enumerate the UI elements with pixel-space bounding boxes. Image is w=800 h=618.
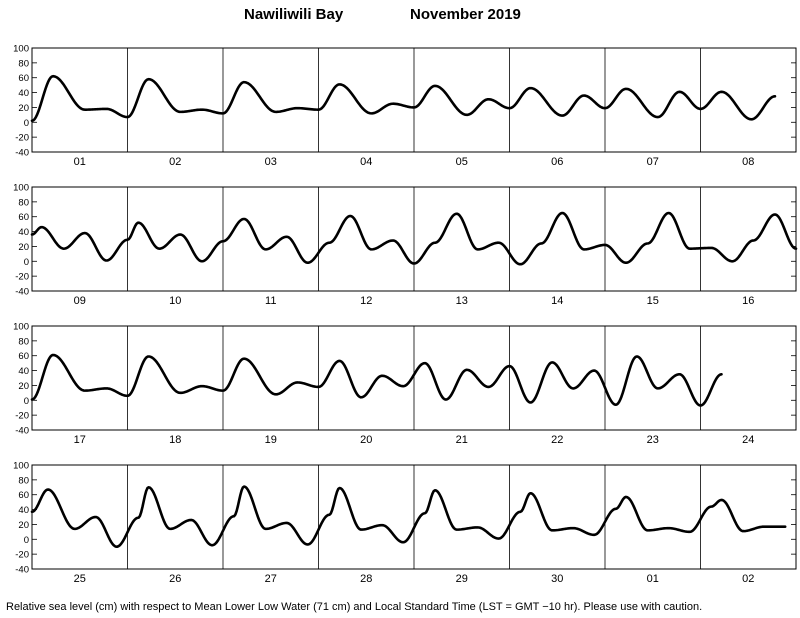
day-label: 06 — [551, 156, 563, 168]
y-tick-label: -40 — [15, 287, 29, 298]
day-label: 27 — [265, 573, 277, 585]
y-tick-label: 0 — [24, 257, 29, 268]
day-label: 14 — [551, 295, 563, 307]
y-tick-label: 20 — [18, 520, 29, 531]
y-tick-label: -40 — [15, 148, 29, 159]
tide-curve — [30, 353, 723, 407]
day-label: 07 — [647, 156, 659, 168]
y-tick-label: -20 — [15, 133, 29, 144]
y-tick-label: 100 — [13, 44, 29, 55]
y-tick-label: 40 — [18, 366, 29, 377]
y-tick-label: 100 — [13, 461, 29, 472]
y-tick-label: 80 — [18, 58, 29, 69]
y-tick-label: 40 — [18, 88, 29, 99]
day-label: 20 — [360, 434, 372, 446]
chart-panel-1: -40 -20 0 20 40 60 80 100 01 02 03 04 05 06 07 08 — [13, 44, 797, 168]
y-tick-label: -40 — [15, 426, 29, 437]
day-label: 26 — [169, 573, 181, 585]
footnote: Relative sea level (cm) with respect to … — [6, 601, 703, 613]
day-label: 18 — [169, 434, 181, 446]
y-tick-label: 40 — [18, 227, 29, 238]
y-tick-label: 0 — [24, 396, 29, 407]
day-label: 03 — [265, 156, 277, 168]
day-label: 29 — [456, 573, 468, 585]
y-tick-label: -20 — [15, 411, 29, 422]
y-tick-label: 60 — [18, 212, 29, 223]
day-label: 30 — [551, 573, 563, 585]
day-label: 10 — [169, 295, 181, 307]
day-label: 16 — [742, 295, 754, 307]
chart-title-month: November 2019 — [410, 6, 521, 23]
day-label: 19 — [265, 434, 277, 446]
day-label: 28 — [360, 573, 372, 585]
chart-panel-3: -40 -20 0 20 40 60 80 100 17 18 19 20 21 22 23 24 — [13, 322, 797, 446]
tide-curve — [30, 211, 798, 266]
y-tick-label: -20 — [15, 272, 29, 283]
day-label: 22 — [551, 434, 563, 446]
chart-panel-4: -40 -20 0 20 40 60 80 100 25 26 27 28 29 30 01 02 — [13, 461, 797, 585]
y-tick-label: 100 — [13, 183, 29, 194]
y-tick-label: 80 — [18, 336, 29, 347]
day-label: 02 — [169, 156, 181, 168]
y-tick-label: 40 — [18, 505, 29, 516]
day-label: 17 — [74, 434, 86, 446]
day-label: 13 — [456, 295, 468, 307]
y-tick-label: -40 — [15, 565, 29, 576]
y-tick-label: 100 — [13, 322, 29, 333]
y-tick-label: 0 — [24, 535, 29, 546]
day-label: 02 — [742, 573, 754, 585]
y-tick-label: 60 — [18, 490, 29, 501]
day-label: 05 — [456, 156, 468, 168]
y-tick-label: 80 — [18, 197, 29, 208]
day-label: 01 — [647, 573, 659, 585]
y-tick-label: 20 — [18, 381, 29, 392]
y-tick-label: 20 — [18, 103, 29, 114]
y-tick-label: 20 — [18, 242, 29, 253]
y-tick-label: 60 — [18, 351, 29, 362]
chart-panel-2: -40 -20 0 20 40 60 80 100 09 10 11 12 13 14 15 16 — [13, 183, 798, 307]
y-tick-label: 80 — [18, 475, 29, 486]
day-label: 11 — [265, 295, 276, 307]
day-label: 24 — [742, 434, 754, 446]
y-tick-label: 0 — [24, 118, 29, 129]
day-label: 04 — [360, 156, 372, 168]
tide-curve — [30, 74, 777, 123]
day-label: 25 — [74, 573, 86, 585]
y-tick-label: -20 — [15, 550, 29, 561]
day-label: 15 — [647, 295, 659, 307]
y-tick-label: 60 — [18, 73, 29, 84]
day-label: 01 — [74, 156, 86, 168]
day-label: 08 — [742, 156, 754, 168]
day-label: 21 — [456, 434, 468, 446]
day-label: 09 — [74, 295, 86, 307]
chart-title-location: Nawiliwili Bay — [244, 6, 344, 23]
title-bar: Nawiliwili Bay November 2019 — [0, 0, 800, 36]
day-label: 12 — [360, 295, 372, 307]
tide-curve — [30, 485, 787, 548]
day-label: 23 — [647, 434, 659, 446]
